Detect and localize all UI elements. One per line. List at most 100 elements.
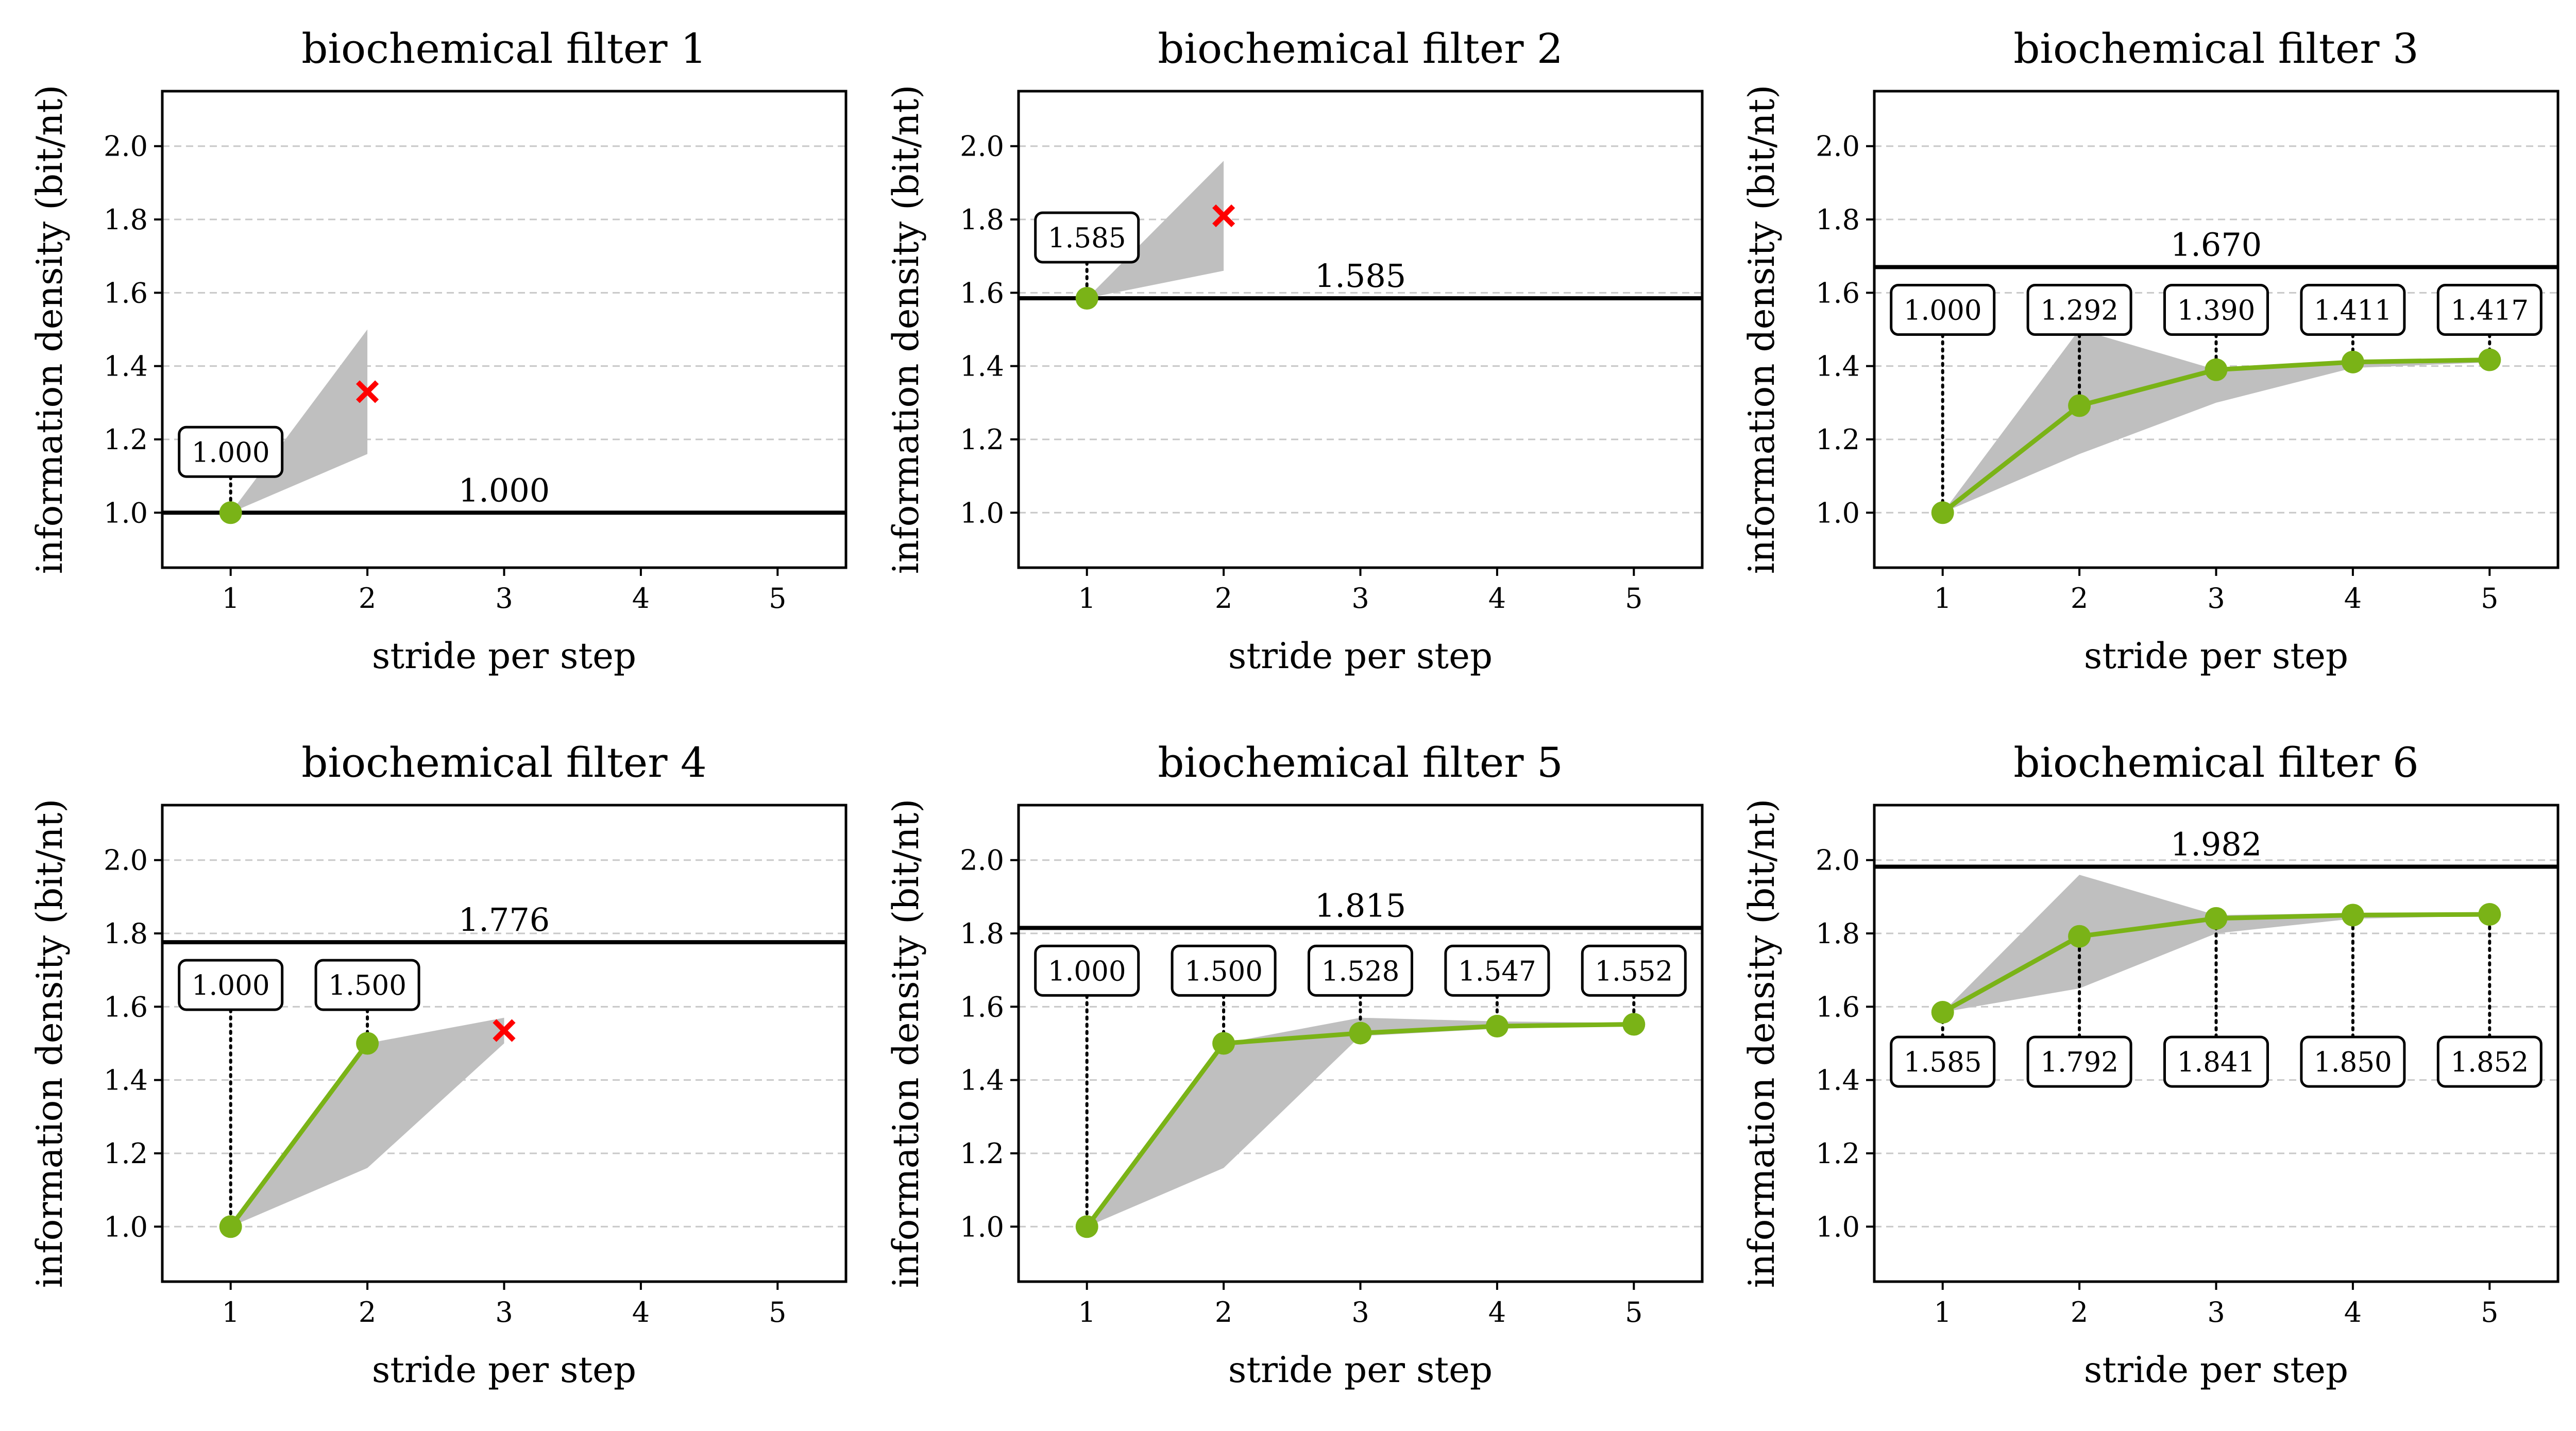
uncertainty-band: [1942, 329, 2490, 513]
y-tick-label: 2.0: [1816, 130, 1860, 163]
rejected-marker: [1212, 204, 1235, 227]
reference-line-label: 1.585: [1315, 257, 1406, 295]
x-tick-label: 4: [1488, 582, 1506, 615]
value-box: [2300, 284, 2406, 336]
value-box: [2026, 1035, 2132, 1088]
data-point: [1931, 1001, 1954, 1024]
uncertainty-band: [1087, 161, 1224, 299]
y-tick-label: 1.0: [960, 1211, 1004, 1243]
value-box: [178, 425, 284, 478]
chart-title: biochemical filter 2: [1158, 25, 1563, 73]
data-point: [2068, 394, 2091, 417]
data-point: [1075, 287, 1098, 310]
y-tick-label: 1.8: [104, 203, 148, 236]
x-tick-label: 1: [1934, 1296, 1952, 1328]
x-axis-label: stride per step: [1228, 636, 1493, 677]
y-axis-label: information density (bit/nt): [29, 85, 71, 574]
y-tick-label: 2.0: [104, 844, 148, 877]
y-tick-label: 1.2: [960, 1137, 1004, 1170]
value-box: [2436, 1035, 2543, 1088]
value-label: 1.585: [1904, 1047, 1982, 1078]
x-tick-label: 5: [1625, 582, 1642, 615]
data-point: [1212, 1032, 1235, 1055]
value-box: [1034, 211, 1140, 264]
x-tick-label: 4: [632, 1296, 650, 1328]
y-tick-label: 1.2: [1816, 1137, 1860, 1170]
uncertainty-band: [230, 329, 368, 513]
y-tick-label: 2.0: [104, 130, 148, 163]
x-tick-label: 4: [2344, 582, 2362, 615]
y-tick-label: 2.0: [1816, 844, 1860, 877]
x-tick-label: 4: [632, 582, 650, 615]
value-box: [2026, 284, 2132, 336]
x-tick-label: 2: [2071, 1296, 2088, 1328]
data-point: [2205, 907, 2228, 930]
panel-4: 1.776 1.000 1.500 1 2 3 4 5 1.0 1.2 1.4 1.6 1.8 2.0 bi…: [29, 739, 848, 1391]
chart-title: biochemical filter 5: [1158, 739, 1563, 787]
x-tick-label: 1: [222, 1296, 240, 1328]
data-point: [2068, 925, 2091, 948]
chart-title: biochemical filter 4: [301, 739, 707, 787]
data-point: [356, 1032, 379, 1055]
value-label: 1.500: [328, 970, 406, 1001]
value-box: [1581, 944, 1687, 997]
data-point: [2205, 358, 2228, 381]
value-label: 1.000: [192, 437, 270, 468]
data-point: [2478, 348, 2501, 371]
y-tick-label: 1.4: [960, 350, 1004, 383]
y-tick-label: 1.6: [960, 277, 1004, 309]
rejected-marker: [493, 1019, 516, 1042]
x-tick-label: 1: [1078, 582, 1096, 615]
y-axis-label: information density (bit/nt): [1741, 799, 1783, 1288]
y-tick-label: 1.4: [1816, 350, 1860, 383]
x-tick-label: 4: [1488, 1296, 1506, 1328]
x-tick-label: 5: [769, 582, 786, 615]
rejected-marker: [356, 380, 379, 403]
uncertainty-band: [1087, 1017, 1634, 1227]
y-tick-label: 1.0: [104, 497, 148, 529]
x-tick-label: 1: [222, 582, 240, 615]
x-tick-label: 2: [2071, 582, 2088, 615]
value-box: [2300, 1035, 2406, 1088]
value-box: [314, 959, 420, 1011]
x-tick-label: 1: [1934, 582, 1952, 615]
value-label: 1.000: [1048, 956, 1126, 987]
data-point: [1622, 1013, 1646, 1036]
value-label: 1.585: [1048, 223, 1126, 254]
x-tick-label: 5: [769, 1296, 786, 1328]
y-tick-label: 1.2: [960, 423, 1004, 456]
y-tick-label: 1.6: [960, 991, 1004, 1023]
x-axis-label: stride per step: [372, 1350, 636, 1391]
panel-1: 1.000 1.000 1 2 3 4 5 1.0 1.2 1.4 1.6 1.8 2.0 biochem…: [29, 25, 848, 677]
y-tick-label: 1.0: [1816, 1211, 1860, 1243]
x-tick-label: 5: [1625, 1296, 1642, 1328]
value-box: [1890, 1035, 1996, 1088]
data-point: [1931, 501, 1954, 524]
chart-title: biochemical filter 3: [2013, 25, 2419, 73]
y-tick-label: 1.6: [104, 277, 148, 309]
value-label: 1.292: [2040, 295, 2119, 327]
value-label: 1.547: [1458, 956, 1536, 987]
y-tick-label: 1.6: [1816, 277, 1860, 309]
x-axis-label: stride per step: [2084, 1350, 2348, 1391]
value-label: 1.552: [1595, 956, 1673, 987]
series-line: [229, 1042, 369, 1228]
y-tick-label: 1.4: [104, 350, 148, 383]
y-tick-label: 1.8: [1816, 917, 1860, 950]
x-axis-label: stride per step: [372, 636, 636, 677]
value-box: [2163, 284, 2269, 336]
value-label: 1.411: [2314, 295, 2392, 327]
value-label: 1.850: [2314, 1047, 2392, 1078]
plot-frame: [1017, 90, 1704, 569]
x-tick-label: 2: [359, 582, 376, 615]
data-point: [219, 1215, 242, 1238]
reference-line-label: 1.000: [459, 471, 550, 509]
value-label: 1.000: [1904, 295, 1982, 327]
x-axis-label: stride per step: [1228, 1350, 1493, 1391]
panel-6: 1.982 1.585 1.792 1.841 1.850 1.852 1 2 3 4 5 1.0 1.…: [1741, 739, 2560, 1391]
value-label: 1.852: [2450, 1047, 2529, 1078]
x-tick-label: 3: [1351, 1296, 1369, 1328]
y-axis-label: information density (bit/nt): [886, 799, 927, 1288]
value-box: [1308, 944, 1413, 997]
value-box: [1444, 944, 1550, 997]
